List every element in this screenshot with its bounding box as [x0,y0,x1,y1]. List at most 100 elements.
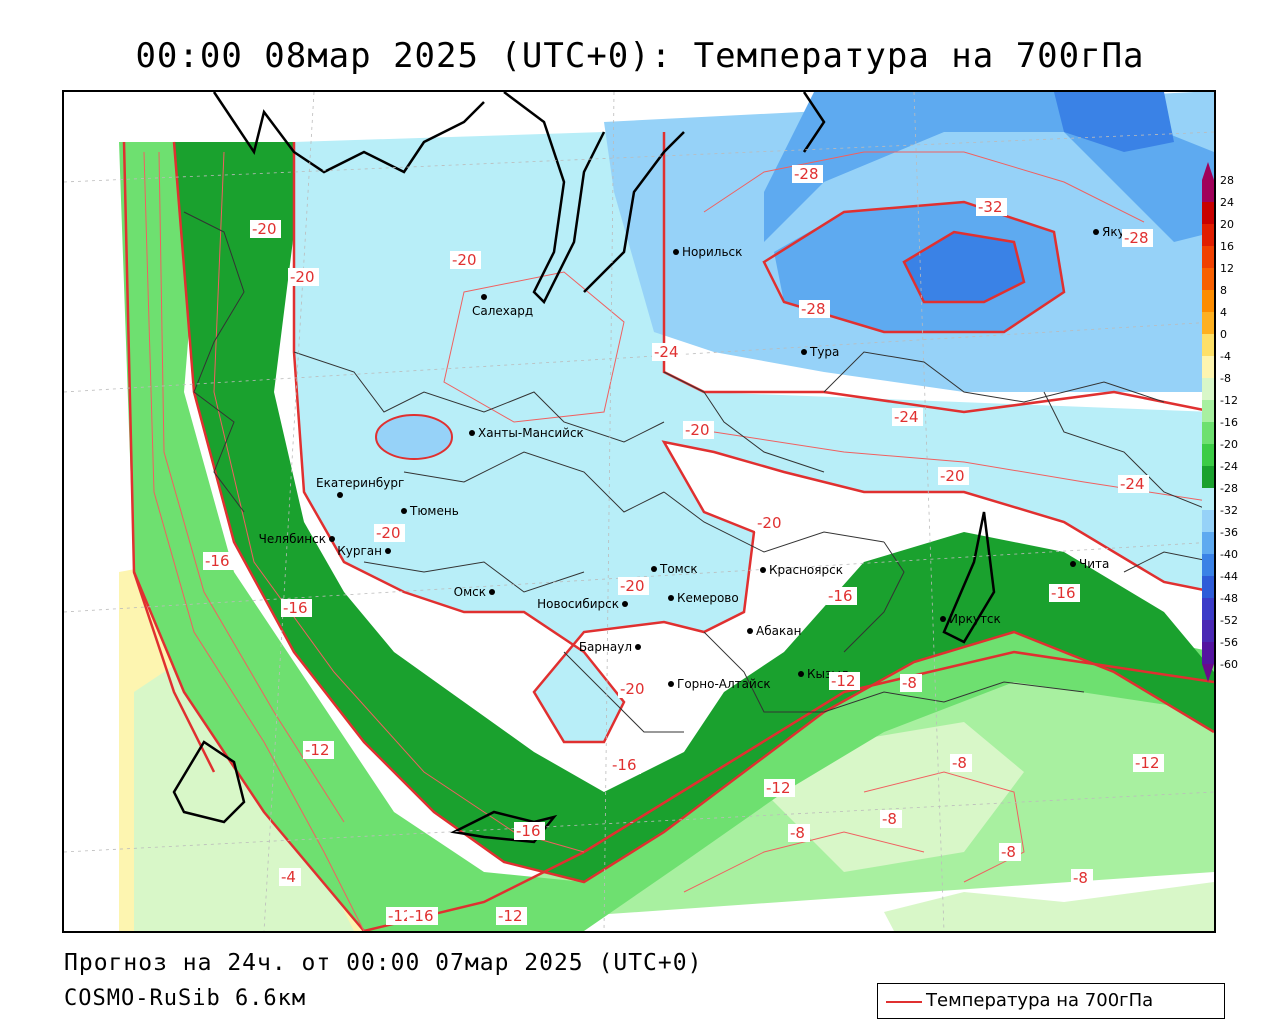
city-dot [747,628,753,634]
isotherm-label-text: -12 [498,907,523,925]
isotherm-label-text: -8 [790,824,805,842]
city-label: Екатеринбург [316,476,404,490]
colorbar-tick-label: 28 [1220,174,1234,187]
isotherm-label-bg [1071,869,1093,887]
isotherm-label-text: -28 [1124,229,1149,247]
city-dot [651,566,657,572]
city-label: Новосибирск [537,597,619,611]
colorbar-tick-label: -56 [1220,636,1238,649]
city-dot [801,349,807,355]
isotherm-label: -16 [826,587,857,605]
map-canvas[interactable]: НорильскЯкутскСалехардТураХанты-Мансийск… [64,92,1214,931]
isotherm-label-text: -20 [620,680,645,698]
colorbar-tick-label: 0 [1220,328,1227,341]
isotherm-label-text: -20 [685,421,710,439]
isotherm-label-bg [755,514,786,532]
isotherm-label-text: -8 [1001,843,1016,861]
isotherm-label: -16 [281,599,312,617]
coastlines [172,92,996,844]
zone-minus16 [174,142,1214,882]
city-label: Ханты-Мансийск [478,426,584,440]
isotherm-label: -24 [1118,475,1149,493]
isotherm-label-bg [950,754,972,772]
city-dot [1070,561,1076,567]
isotherm-label-bg [880,810,902,828]
colorbar-tick-label: 20 [1220,218,1234,231]
colorbar-tick-label: 8 [1220,284,1227,297]
isotherm-label: -12 [764,779,795,797]
isotherm-label: -28 [792,165,823,183]
colorbar-tick-label: 4 [1220,306,1227,319]
colorbar-segment [1202,422,1214,444]
colorbar: 28 24 20 16 12 8 4 0 -4 -8 -12 -16 -20 -24 -28 -32 -36 -4… [1202,162,1238,682]
isotherm-label-text: -16 [283,599,308,617]
forecast-info: Прогноз на 24ч. от 00:00 07мар 2025 (UTC… [64,950,703,976]
isotherm-label-bg [496,907,527,925]
colorbar-top-arrow [1202,162,1214,180]
colorbar-segment [1202,532,1214,554]
isotherm-label-bg [281,599,312,617]
city-label: Томск [659,562,698,576]
isotherm-label-bg [938,467,969,485]
isotherm-label: -12 [829,672,860,690]
colorbar-segment [1202,598,1214,620]
colorbar-tick-label: 16 [1220,240,1234,253]
isotherm-label-text: -20 [376,524,401,542]
isotherm-label: -20 [450,251,481,269]
zone-cold-pocket [375,414,453,460]
colorbar-tick-label: 24 [1220,196,1234,209]
colorbar-bottom-arrow [1202,664,1214,682]
isotherm-label: -8 [788,824,810,842]
isotherm-label-text: -16 [516,822,541,840]
isotherm-label-text: -8 [1073,869,1088,887]
isotherm-label-bg [1122,229,1153,247]
colorbar-tick-label: -8 [1220,372,1231,385]
city-dot [481,294,487,300]
isotherm-label-text: -24 [894,408,919,426]
isotherm-label-bg [799,300,830,318]
city-dot [329,536,335,542]
isotherm-label-text: -12 [305,741,330,759]
city-dot [798,671,804,677]
city-dot [940,616,946,622]
city-label: Курган [337,544,382,558]
colorbar-segment [1202,356,1214,378]
isotherm-label-bg [1118,475,1149,493]
colorbar-tick-label: -28 [1220,482,1238,495]
isotherm-label-bg [652,343,683,361]
isotherm-label: -16 [610,756,641,774]
colorbar-segment [1202,444,1214,466]
legend-label: Температура на 700гПа [926,990,1154,1011]
colorbar-segment [1202,246,1214,268]
colorbar-segment [1202,576,1214,598]
city-markers: НорильскЯкутскСалехардТураХанты-Мансийск… [259,225,1146,691]
city-dot [668,681,674,687]
colorbar-tick-label: -4 [1220,350,1231,363]
isotherm-label-text: -20 [940,467,965,485]
isotherm-label-bg [788,824,810,842]
isotherm-label: -20 [288,268,319,286]
city-dot [668,595,674,601]
isotherm-label: -12 [1133,754,1164,772]
isotherm-label: -12 [303,741,334,759]
city-label: Горно-Алтайск [677,677,771,691]
colorbar-tick-label: -32 [1220,504,1238,517]
colorbar-tick-label: -52 [1220,614,1238,627]
isotherm-label-text: -20 [290,268,315,286]
city-dot [469,430,475,436]
zone-minus20 [294,132,1214,742]
colorbar-segment [1202,378,1214,400]
colorbar-segment [1202,488,1214,510]
isotherm-label-text: -20 [620,577,645,595]
legend-line-swatch [886,1001,922,1003]
colorbar-segment [1202,400,1214,422]
isotherm-label-bg [900,674,922,692]
isotherm-label-text: -4 [281,868,296,886]
isotherm-label-bg [514,822,545,840]
isotherm-label-bg [288,268,319,286]
isotherm-label-bg [826,587,857,605]
isotherm-label: -20 [618,680,649,698]
city-dot [673,249,679,255]
isotherm-label-bg [450,251,481,269]
colorbar-segment [1202,334,1214,356]
